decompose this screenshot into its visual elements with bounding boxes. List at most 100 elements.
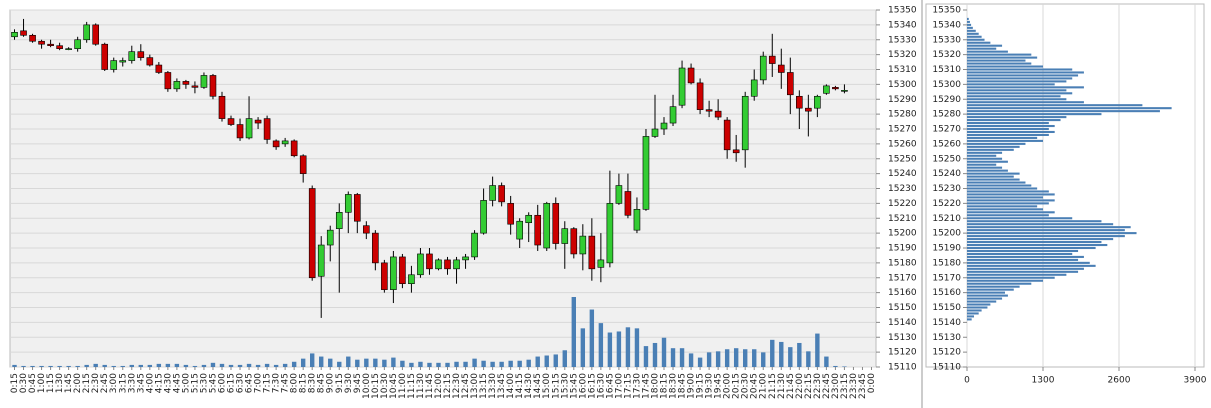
candle-body [741,95,749,151]
volume-bar [833,365,838,367]
profile-bar [967,226,1131,229]
x-tick-label: 21:00 [759,373,769,399]
candle-body [272,140,280,148]
volume-bar [625,327,631,367]
profile-bar [967,288,1014,291]
volume-bar [842,366,847,367]
volume-bar [66,365,71,367]
candle-body [633,209,641,231]
candle-body [335,212,343,229]
x-tick-label: 1:00 [37,373,47,393]
profile-bar [967,300,997,303]
profile-bar [967,181,1026,184]
y-tick-label: 15110 [888,363,917,373]
volume-bar [201,364,207,367]
candle-body [101,43,109,70]
candle-body [290,140,298,157]
x-tick-label: 16:45 [605,373,615,399]
profile-bar [967,119,1061,122]
y-tick-label: 15280 [932,110,961,120]
volume-bar [228,364,234,367]
volume-bar [770,339,775,367]
volume-bar [382,359,387,367]
x-tick-label: 22:15 [804,373,814,399]
candle-body [516,220,523,240]
profile-bar [967,220,1102,223]
profile-bar [967,184,1032,187]
x-tick-label: 17:45 [641,373,651,399]
x-tick-label: 2:45 [100,373,110,393]
volume-bar [391,357,396,367]
candle-body [841,90,848,92]
candle-body [750,79,758,97]
candle-body [417,253,424,276]
candle-body [651,128,659,137]
volume-bar [255,364,261,367]
candle-body [128,51,136,61]
volume-bar [183,364,189,367]
candle-body [110,60,118,70]
volume-bar [84,364,89,367]
candle-body [489,185,496,201]
candle-body [390,256,397,290]
volume-bar [111,365,116,367]
volume-bar [273,364,279,367]
profile-bar [967,83,1055,86]
volume-bar [282,363,288,367]
y-tick-label: 15150 [888,303,917,313]
x-tick-label: 0:15 [10,373,20,393]
candle-body [317,244,325,277]
volume-bar [724,349,730,367]
profile-bar [967,136,1038,139]
volume-bar [102,364,107,367]
profile-bar [967,205,1038,208]
volume-bar [355,359,360,367]
x-tick-label: 7:30 [272,373,282,393]
profile-bar [967,312,979,315]
candle-body [759,55,767,81]
candle-body [182,81,190,85]
volume-bar [165,363,171,367]
profile-bar [967,282,1032,285]
profile-bar [967,187,1038,190]
candle-body [399,256,406,284]
profile-bar [967,169,1008,172]
candle-body [200,75,208,88]
volume-bar [309,353,315,367]
profile-bar [967,80,1067,83]
candle-body [696,82,704,110]
x-tick-label: 22:30 [813,373,823,399]
volume-bar [319,356,324,367]
profile-bar [967,243,1108,247]
profile-bar [967,38,985,41]
x-tick-label: 8:15 [299,373,309,393]
profile-bar [967,255,1084,258]
volume-bar [733,348,739,367]
volume-bar [48,365,53,367]
x-tick-label: 1:30 [55,373,65,393]
profile-bar [967,175,1014,178]
y-tick-label: 15330 [888,35,917,45]
profile-bar [967,235,1125,238]
volume-bar [499,361,504,367]
y-tick-label: 15180 [932,258,961,268]
candle-body [326,229,334,246]
x-tick-label: 6:15 [227,373,237,393]
candle-body [209,75,217,97]
candle-body [534,214,542,246]
profile-bar [967,133,1049,136]
candle-body [354,194,361,222]
profile-bar [967,172,1020,175]
candle-body [83,24,90,41]
candle-body [218,95,226,119]
profile-bar [967,315,975,318]
x-tick-label: 21:45 [786,373,796,399]
y-tick-label: 15300 [932,80,961,90]
volume-bar [75,365,80,367]
x-tick-label: 3900 [1184,376,1207,386]
profile-bar [967,246,1096,250]
y-tick-label: 15180 [888,258,917,268]
x-tick-label: 12:00 [434,373,444,399]
candle-body [624,191,632,216]
